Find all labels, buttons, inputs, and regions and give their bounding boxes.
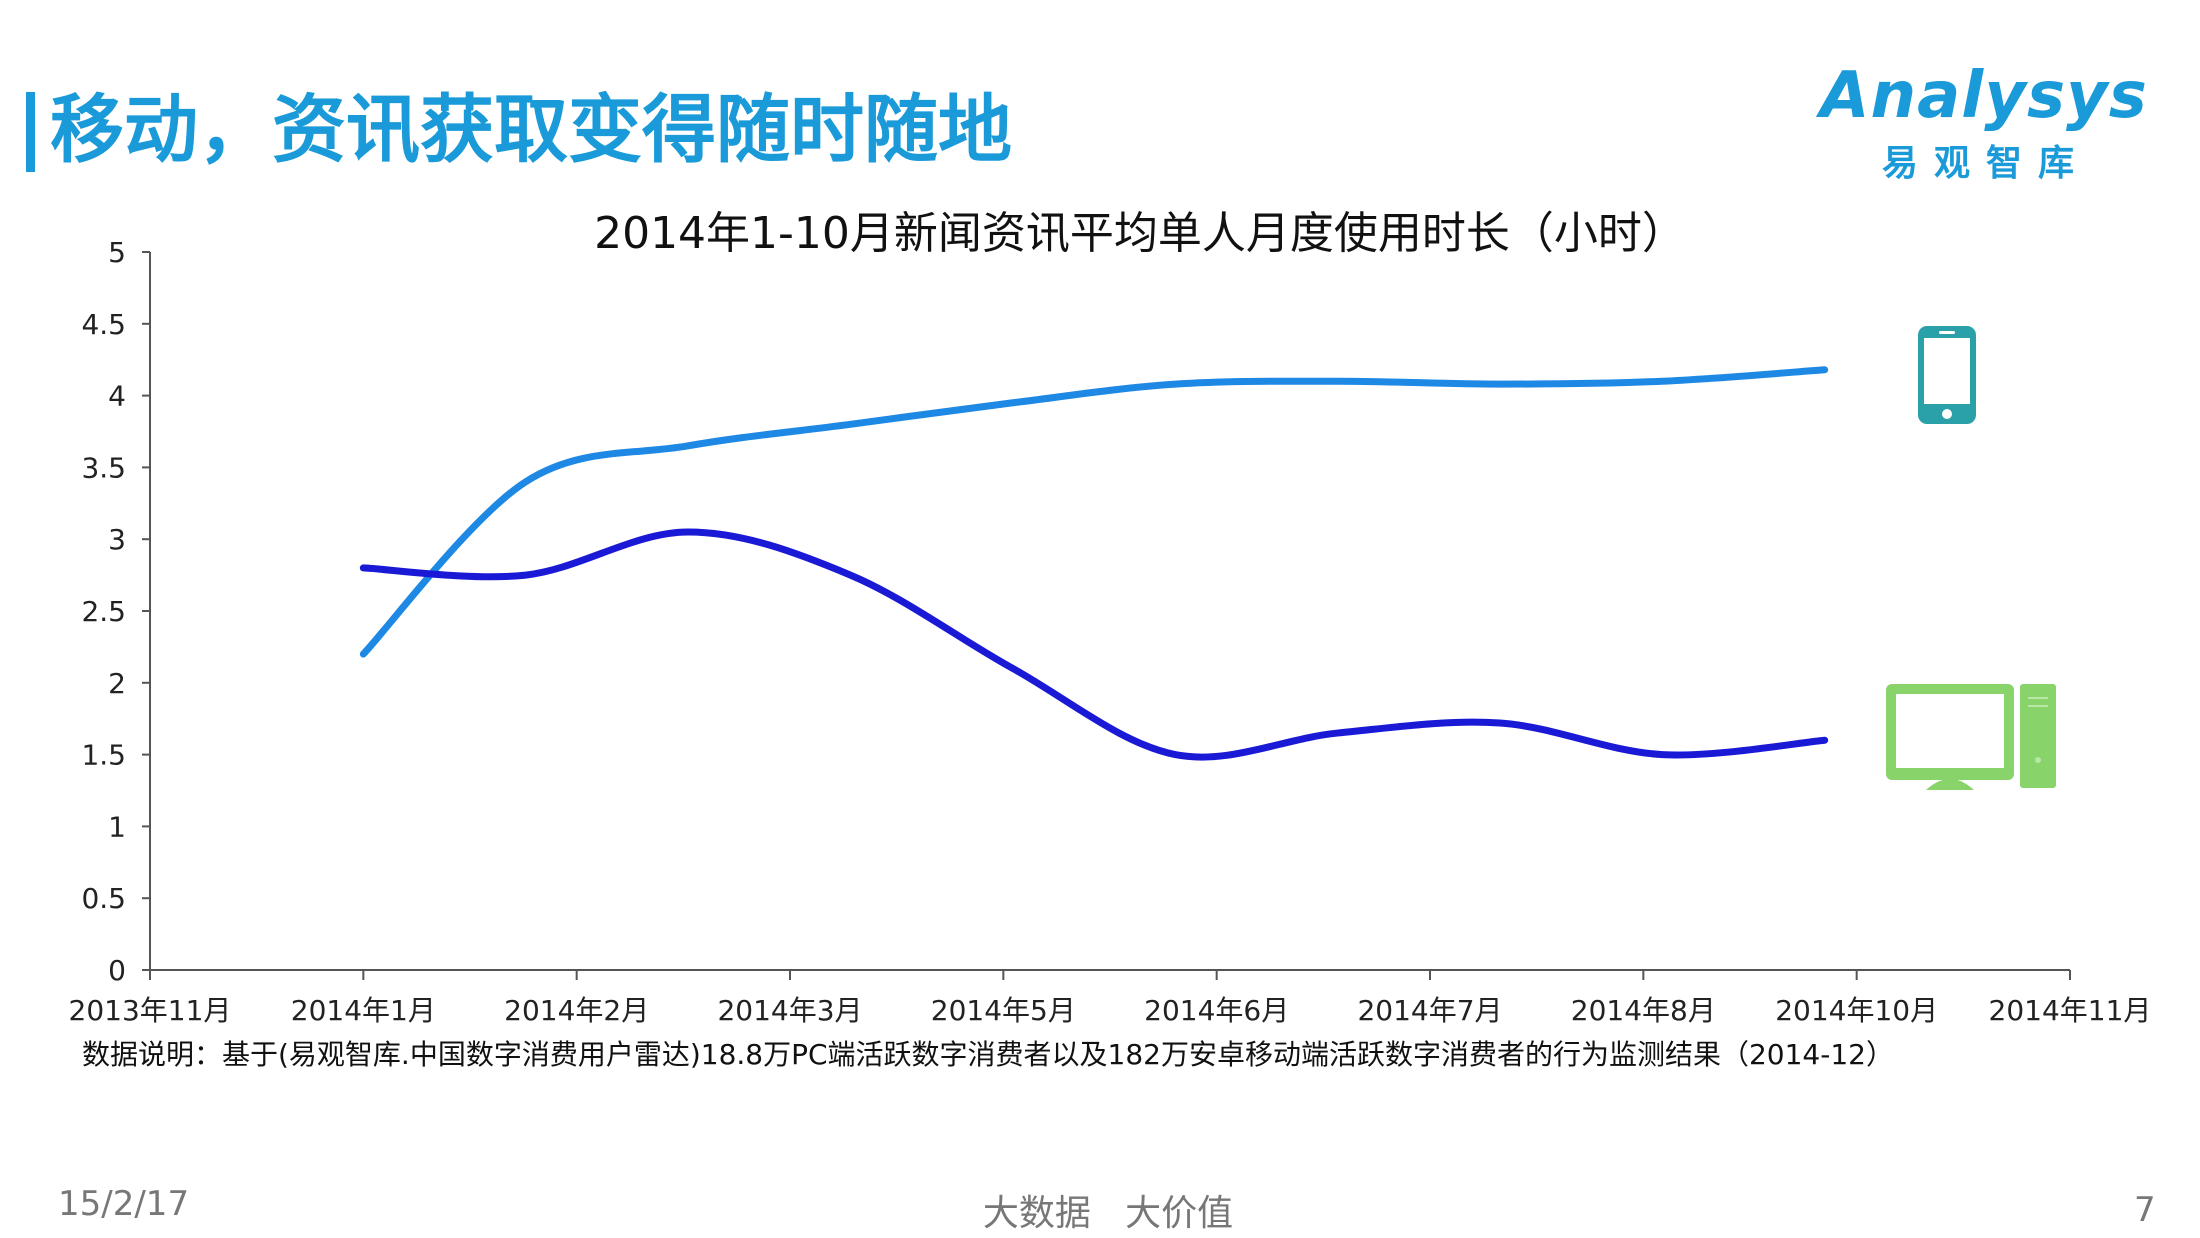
y-tick-label: 5	[108, 236, 126, 269]
x-tick-label: 2014年1月	[291, 994, 436, 1027]
phone-screen	[1924, 338, 1970, 404]
x-tick-label: 2013年11月	[69, 994, 232, 1027]
monitor-stand	[1926, 779, 1974, 790]
y-tick-label: 3	[108, 523, 126, 556]
y-tick-label: 2	[108, 667, 126, 700]
page-title: 移动，资讯获取变得随时随地	[50, 87, 1012, 173]
chart-axes	[149, 252, 2070, 971]
y-tick-label: 0	[108, 954, 126, 987]
page-number: 7	[2134, 1190, 2156, 1230]
chart-title: 2014年1-10月新闻资讯平均单人月度使用时长（小时）	[594, 208, 1686, 259]
y-tick-label: 2.5	[81, 595, 126, 628]
series-line-1	[359, 528, 1829, 761]
footer-slogan: 大数据 大价值	[982, 1193, 1234, 1234]
footer-slogan-wrap: 大数据 大价值	[0, 1184, 2200, 1236]
y-tick-label: 4.5	[81, 308, 126, 341]
x-tick-label: 2014年3月	[717, 994, 862, 1027]
chart-title-wrap: 2014年1-10月新闻资讯平均单人月度使用时长（小时）	[0, 206, 2200, 262]
x-tick-label: 2014年5月	[931, 994, 1076, 1027]
tower-power-button	[2035, 757, 2041, 763]
x-tick-label: 2014年6月	[1144, 994, 1289, 1027]
mobile-phone-icon	[1918, 326, 1976, 424]
series-icons	[1886, 326, 2056, 790]
x-tick-label: 2014年8月	[1571, 994, 1716, 1027]
phone-speaker	[1939, 331, 1955, 334]
x-axis-ticks: 2013年11月 2014年1月 2014年2月 2014年3月 2014年5月 2014…	[69, 970, 2152, 1027]
title-accent-bar	[26, 92, 35, 172]
phone-home-button	[1942, 409, 1952, 419]
series-lines	[359, 366, 1829, 761]
series-line-0	[359, 366, 1829, 658]
x-tick-label: 2014年2月	[504, 994, 649, 1027]
x-tick-label: 2014年10月	[1775, 994, 1938, 1027]
logo-wordmark: Analysys	[1820, 59, 2148, 133]
desktop-pc-icon	[1886, 684, 2056, 790]
monitor-screen	[1896, 694, 2004, 768]
data-note: 数据说明：基于(易观智库.中国数字消费用户雷达)18.8万PC端活跃数字消费者以…	[82, 1038, 1894, 1071]
x-tick-label: 2014年7月	[1357, 994, 1502, 1027]
pc-tower	[2020, 684, 2056, 788]
y-tick-label: 1	[108, 810, 126, 843]
y-tick-label: 0.5	[81, 882, 126, 915]
y-tick-label: 4	[108, 380, 126, 413]
footer-date: 15/2/17	[58, 1184, 190, 1224]
x-tick-label: 2014年11月	[1989, 994, 2152, 1027]
y-axis-ticks: 0 0.5 1 1.5 2 2.5 3 3.5 4 4.5 5	[81, 236, 150, 987]
y-tick-label: 3.5	[81, 451, 126, 484]
y-tick-label: 1.5	[81, 739, 126, 772]
analysys-logo: Analysys 易观智库	[1820, 56, 2150, 196]
logo-subtitle: 易观智库	[1882, 143, 2091, 184]
